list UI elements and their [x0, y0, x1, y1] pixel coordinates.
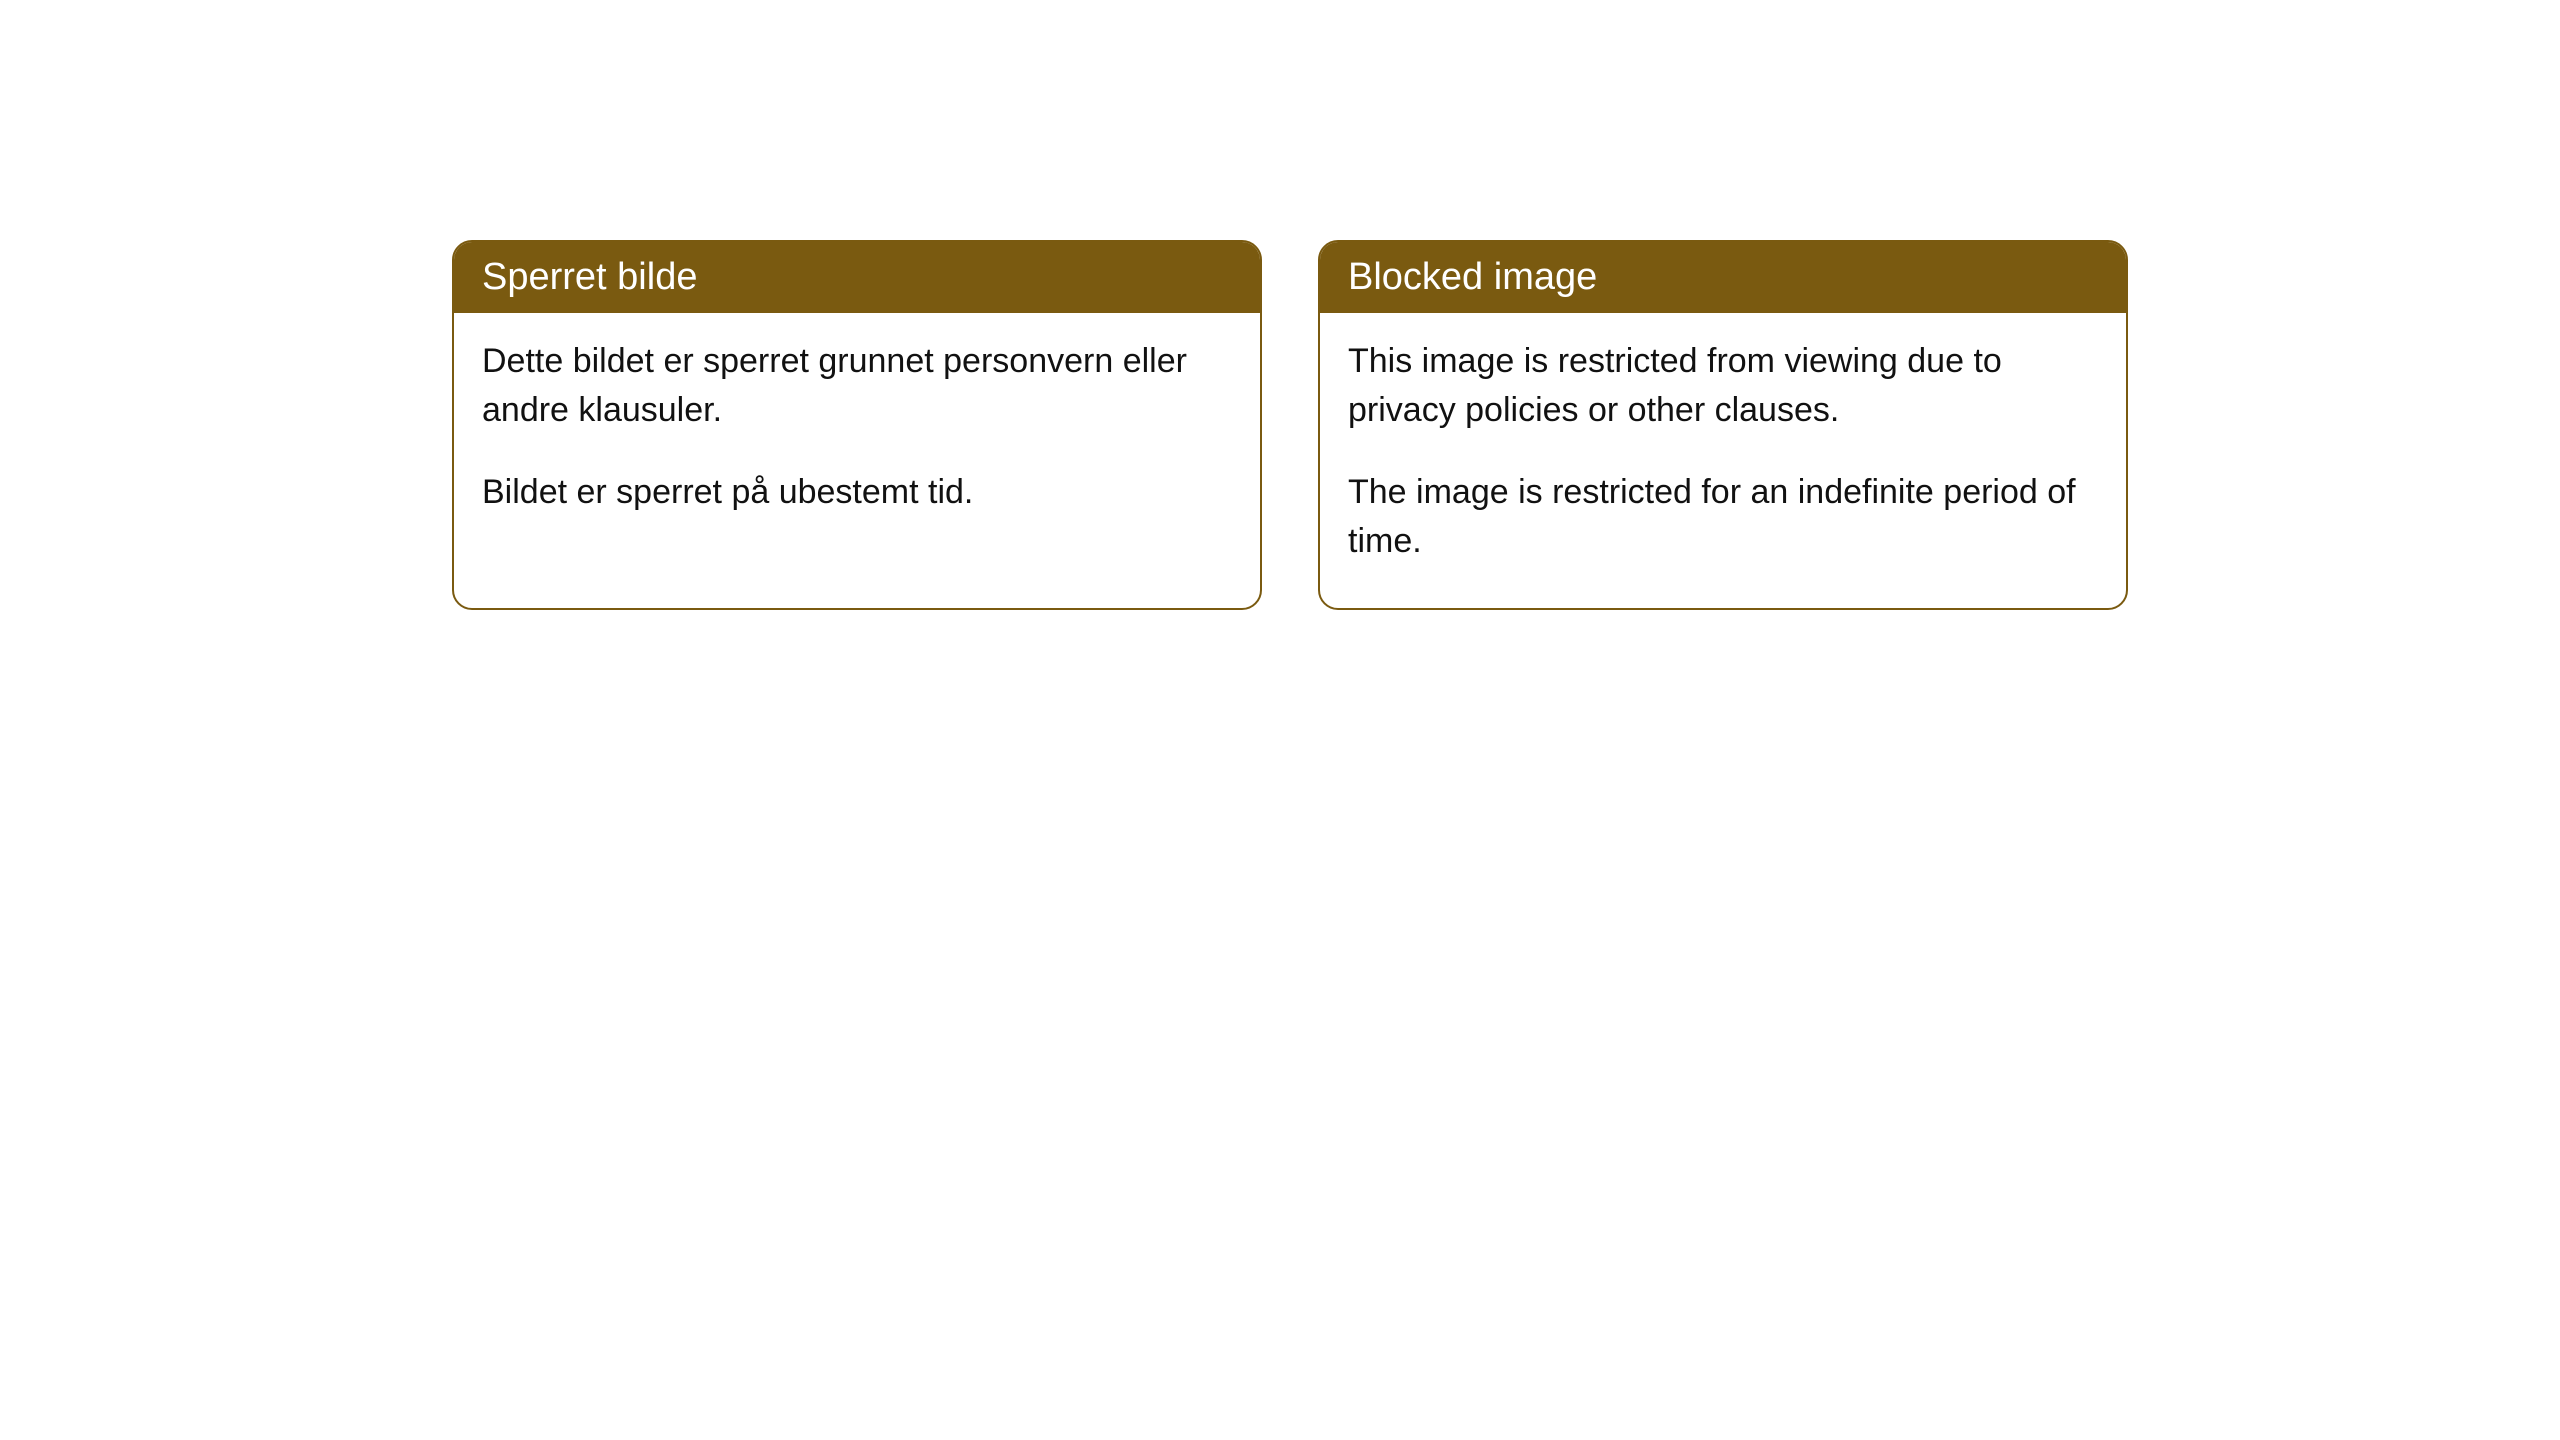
card-title: Sperret bilde: [454, 242, 1260, 313]
card-paragraph: Dette bildet er sperret grunnet personve…: [482, 337, 1232, 436]
card-body: Dette bildet er sperret grunnet personve…: [454, 313, 1260, 559]
card-title: Blocked image: [1320, 242, 2126, 313]
blocked-image-card-no: Sperret bilde Dette bildet er sperret gr…: [452, 240, 1262, 610]
card-paragraph: Bildet er sperret på ubestemt tid.: [482, 468, 1232, 517]
card-paragraph: This image is restricted from viewing du…: [1348, 337, 2098, 436]
card-body: This image is restricted from viewing du…: [1320, 313, 2126, 608]
cards-container: Sperret bilde Dette bildet er sperret gr…: [0, 0, 2560, 610]
card-paragraph: The image is restricted for an indefinit…: [1348, 468, 2098, 567]
blocked-image-card-en: Blocked image This image is restricted f…: [1318, 240, 2128, 610]
